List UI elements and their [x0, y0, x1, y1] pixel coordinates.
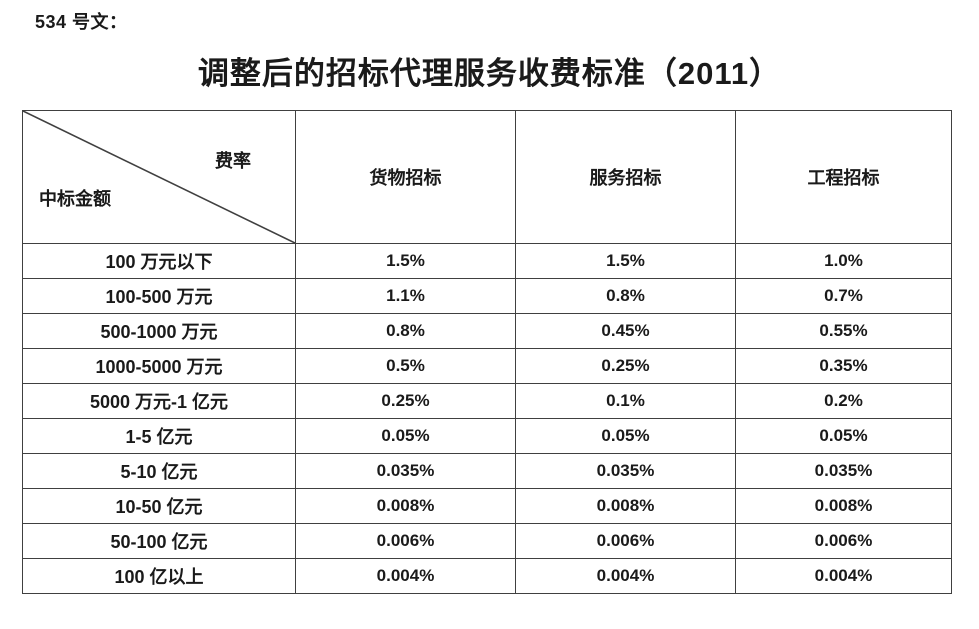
- column-header-goods-bidding: 货物招标: [295, 110, 516, 244]
- table-header-row: 费率 中标金额 货物招标 服务招标 工程招标: [22, 110, 952, 244]
- fee-cell: 0.45%: [515, 313, 736, 349]
- fee-cell: 0.7%: [735, 278, 952, 314]
- table-row: 5000 万元-1 亿元 0.25% 0.1% 0.2%: [22, 383, 952, 419]
- fee-cell: 0.006%: [515, 523, 736, 559]
- fee-cell: 0.25%: [515, 348, 736, 384]
- table-row: 50-100 亿元 0.006% 0.006% 0.006%: [22, 523, 952, 559]
- table-row: 1000-5000 万元 0.5% 0.25% 0.35%: [22, 348, 952, 384]
- corner-label-bid-amount: 中标金额: [39, 189, 111, 209]
- fee-cell: 1.0%: [735, 243, 952, 279]
- fee-cell: 1.5%: [515, 243, 736, 279]
- fee-cell: 0.008%: [515, 488, 736, 524]
- row-label: 10-50 亿元: [22, 488, 296, 524]
- fee-cell: 0.1%: [515, 383, 736, 419]
- fee-cell: 1.5%: [295, 243, 516, 279]
- row-label: 500-1000 万元: [22, 313, 296, 349]
- row-label: 100-500 万元: [22, 278, 296, 314]
- fee-cell: 0.004%: [515, 558, 736, 594]
- corner-label-fee-rate: 费率: [215, 151, 251, 171]
- fee-cell: 0.2%: [735, 383, 952, 419]
- column-header-service-bidding: 服务招标: [515, 110, 736, 244]
- fee-cell: 0.008%: [295, 488, 516, 524]
- fee-cell: 0.55%: [735, 313, 952, 349]
- column-header-engineering-bidding: 工程招标: [735, 110, 952, 244]
- fee-cell: 0.035%: [295, 453, 516, 489]
- fee-cell: 0.25%: [295, 383, 516, 419]
- row-label: 50-100 亿元: [22, 523, 296, 559]
- fee-cell: 0.008%: [735, 488, 952, 524]
- fee-cell: 1.1%: [295, 278, 516, 314]
- table-row: 100 亿以上 0.004% 0.004% 0.004%: [22, 558, 952, 594]
- table-row: 500-1000 万元 0.8% 0.45% 0.55%: [22, 313, 952, 349]
- fee-cell: 0.035%: [735, 453, 952, 489]
- table-row: 100-500 万元 1.1% 0.8% 0.7%: [22, 278, 952, 314]
- fee-cell: 0.006%: [735, 523, 952, 559]
- fee-cell: 0.05%: [735, 418, 952, 454]
- row-label: 100 亿以上: [22, 558, 296, 594]
- fee-cell: 0.35%: [735, 348, 952, 384]
- document-number-label: 534 号文：: [35, 12, 128, 32]
- table-row: 100 万元以下 1.5% 1.5% 1.0%: [22, 243, 952, 279]
- fee-cell: 0.8%: [515, 278, 736, 314]
- row-label: 1-5 亿元: [22, 418, 296, 454]
- corner-header-cell: 费率 中标金额: [22, 110, 296, 244]
- table-row: 5-10 亿元 0.035% 0.035% 0.035%: [22, 453, 952, 489]
- fee-cell: 0.004%: [735, 558, 952, 594]
- fee-cell: 0.004%: [295, 558, 516, 594]
- fee-cell: 0.8%: [295, 313, 516, 349]
- diagonal-divider-line: [23, 111, 295, 243]
- row-label: 5000 万元-1 亿元: [22, 383, 296, 419]
- page-title: 调整后的招标代理服务收费标准（2011）: [197, 56, 782, 91]
- fee-cell: 0.05%: [515, 418, 736, 454]
- fee-cell: 0.006%: [295, 523, 516, 559]
- table-row: 1-5 亿元 0.05% 0.05% 0.05%: [22, 418, 952, 454]
- fee-standards-table: 费率 中标金额 货物招标 服务招标 工程招标 100 万元以下 1.5% 1.5…: [22, 110, 952, 594]
- fee-cell: 0.035%: [515, 453, 736, 489]
- table-row: 10-50 亿元 0.008% 0.008% 0.008%: [22, 488, 952, 524]
- row-label: 1000-5000 万元: [22, 348, 296, 384]
- row-label: 5-10 亿元: [22, 453, 296, 489]
- row-label: 100 万元以下: [22, 243, 296, 279]
- fee-cell: 0.5%: [295, 348, 516, 384]
- fee-cell: 0.05%: [295, 418, 516, 454]
